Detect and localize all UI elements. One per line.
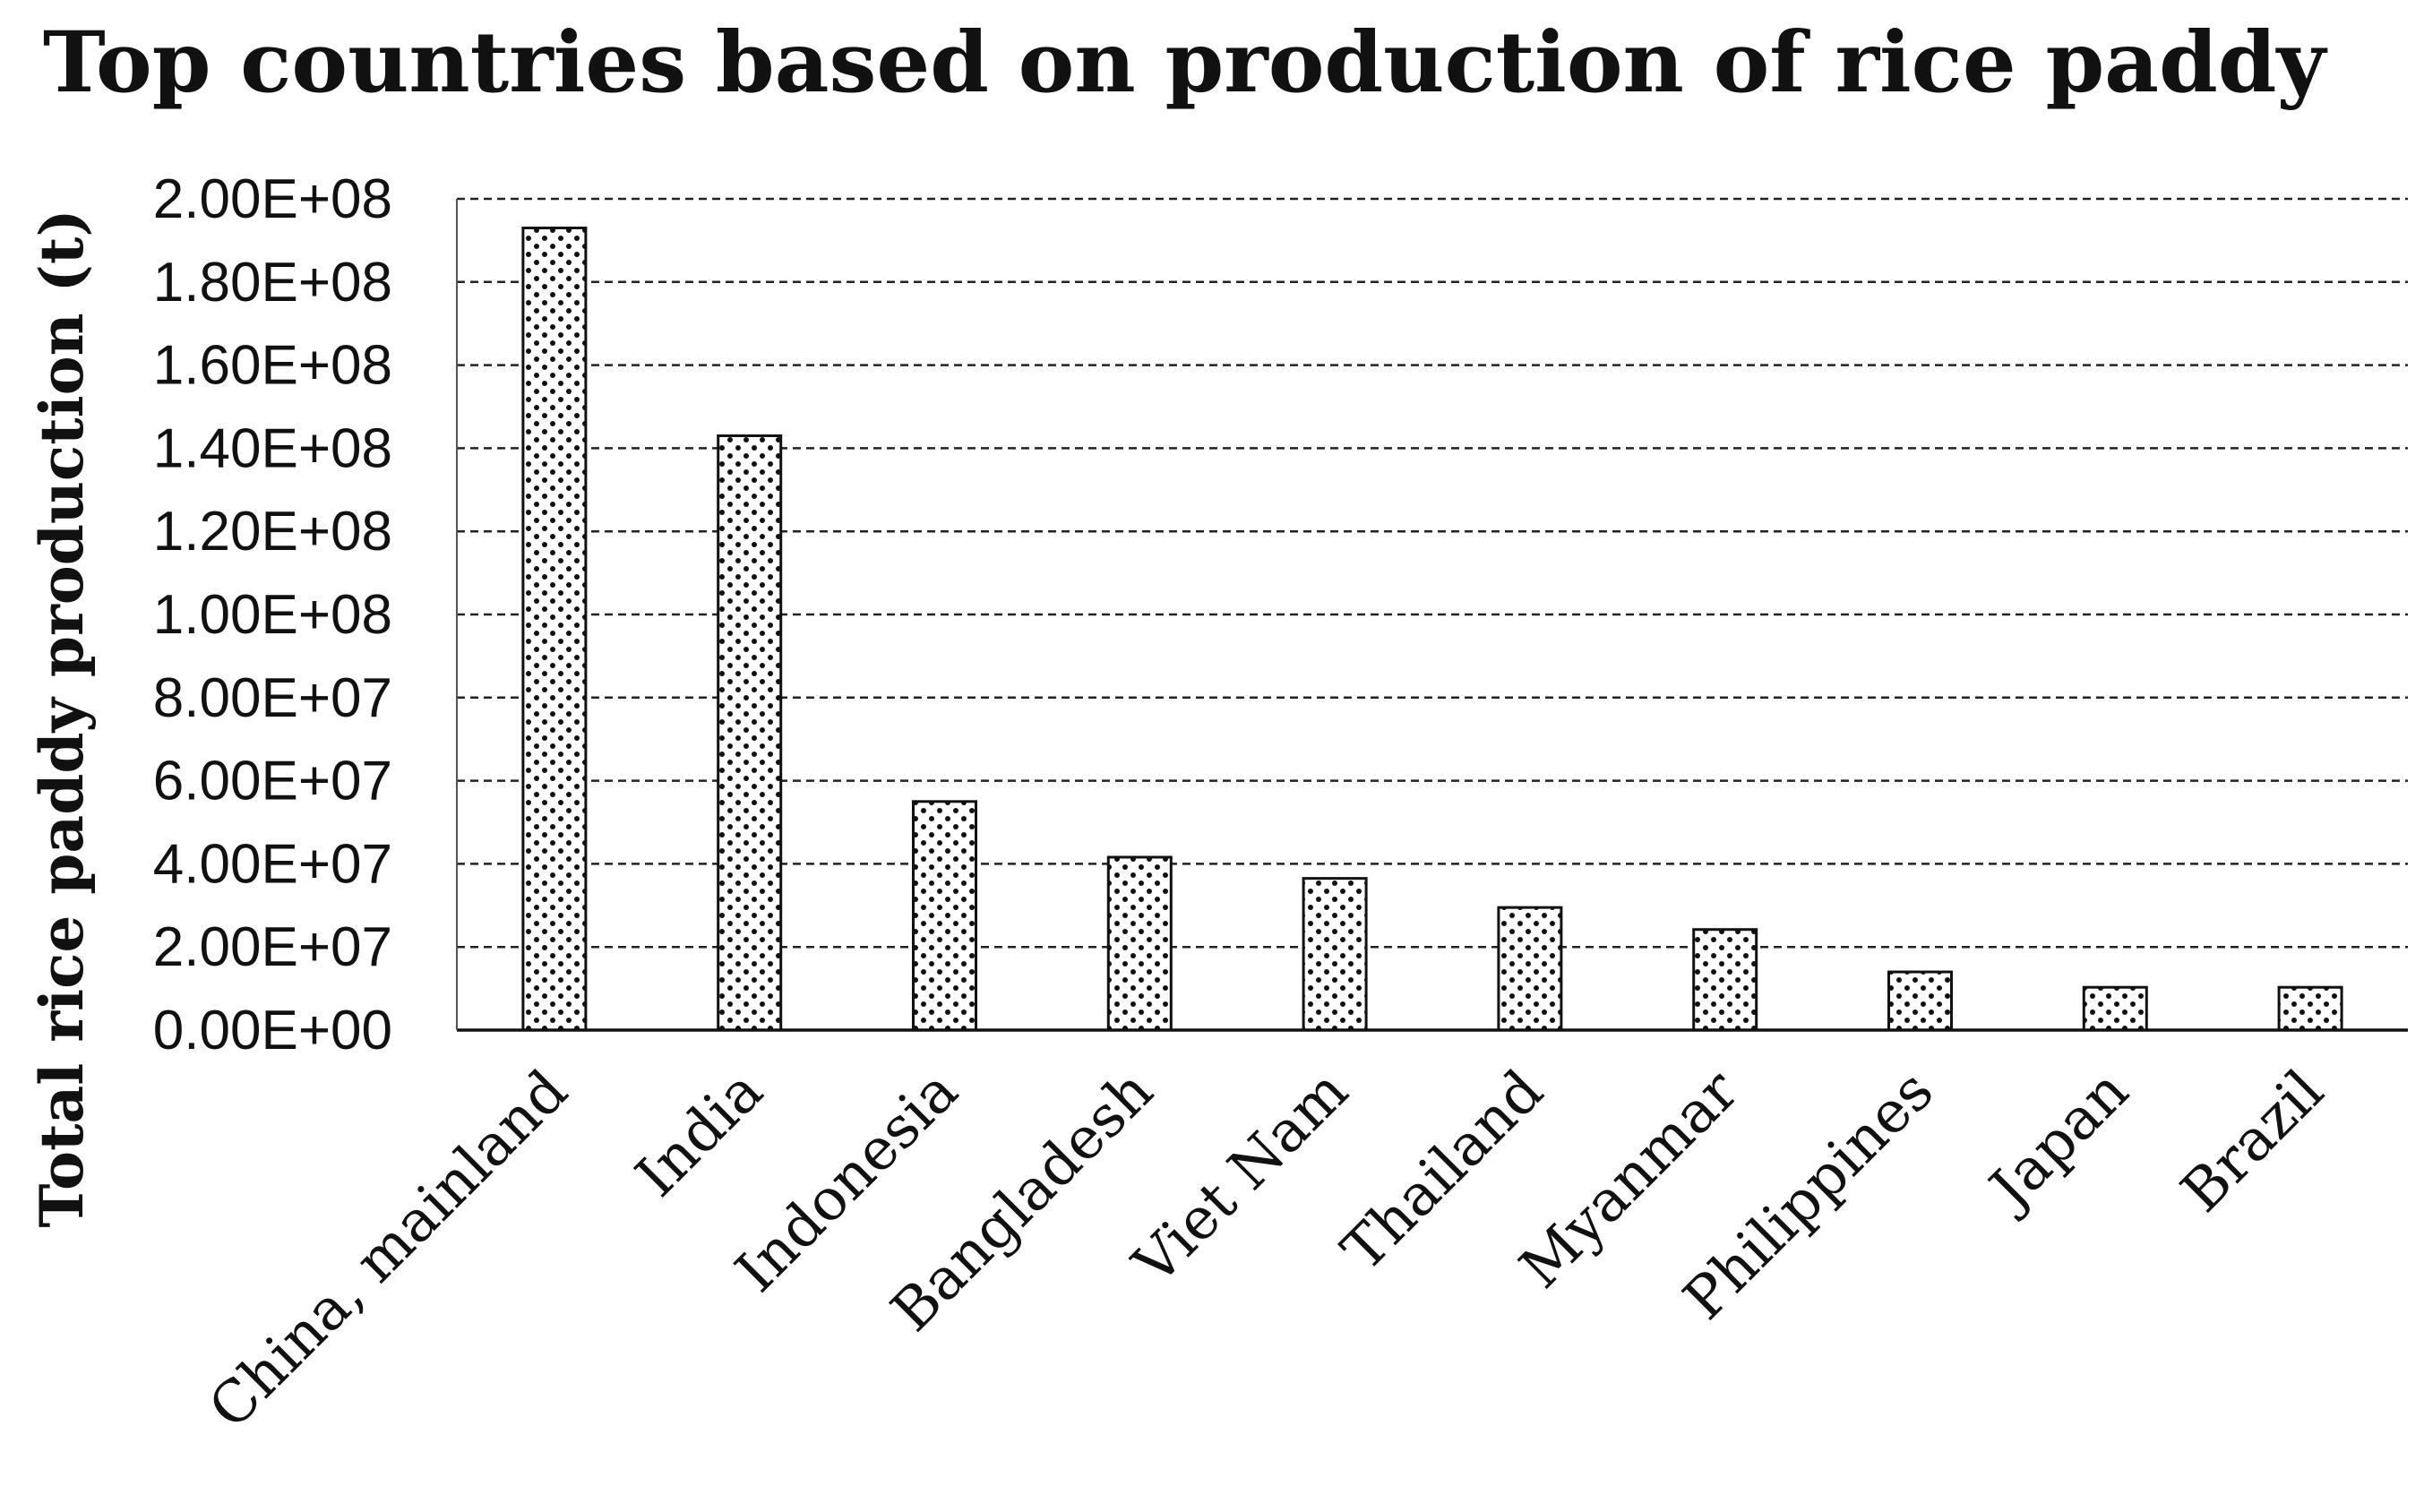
bar <box>1692 928 1758 1032</box>
bar <box>1302 877 1368 1032</box>
bar <box>521 226 588 1032</box>
y-tick-label: 6.00E+07 <box>153 751 392 812</box>
x-tick-label: Brazil <box>2169 1058 2336 1225</box>
bar <box>1887 970 1953 1032</box>
y-tick-label: 4.00E+07 <box>153 833 392 895</box>
x-tick-label: Japan <box>1974 1058 2142 1225</box>
y-tick-label: 0.00E+00 <box>153 1000 392 1061</box>
y-tick-labels: 0.00E+00 2.00E+07 4.00E+07 6.00E+07 8.00E+07… <box>153 168 392 1061</box>
axes <box>456 199 2408 1032</box>
y-tick-label: 8.00E+07 <box>153 667 392 729</box>
bar <box>1497 906 1563 1032</box>
x-tick-label: Viet Nam <box>1121 1058 1361 1298</box>
x-tick-label: India <box>623 1058 776 1210</box>
bar <box>1106 855 1173 1032</box>
bar <box>2277 985 2343 1032</box>
bar <box>912 800 977 1032</box>
bars <box>521 226 2343 1032</box>
y-tick-label: 1.40E+08 <box>153 417 392 479</box>
y-tick-label: 1.80E+08 <box>153 252 392 314</box>
y-tick-label: 2.00E+07 <box>153 916 392 978</box>
x-tick-labels: China, mainland IndiaIndonesiaBangladeshV… <box>197 1058 2337 1442</box>
y-tick-label: 1.60E+08 <box>153 335 392 397</box>
y-tick-label: 1.00E+08 <box>153 584 392 646</box>
bar <box>717 434 783 1032</box>
bar <box>2082 985 2148 1032</box>
chart-title: Top countries based on production of ric… <box>43 13 2328 112</box>
y-axis-label: Total rice paddy production (t) <box>27 209 97 1227</box>
y-tick-label: 2.00E+08 <box>153 168 392 230</box>
y-tick-label: 1.20E+08 <box>153 501 392 563</box>
x-tick-label: China, mainland <box>197 1058 581 1442</box>
